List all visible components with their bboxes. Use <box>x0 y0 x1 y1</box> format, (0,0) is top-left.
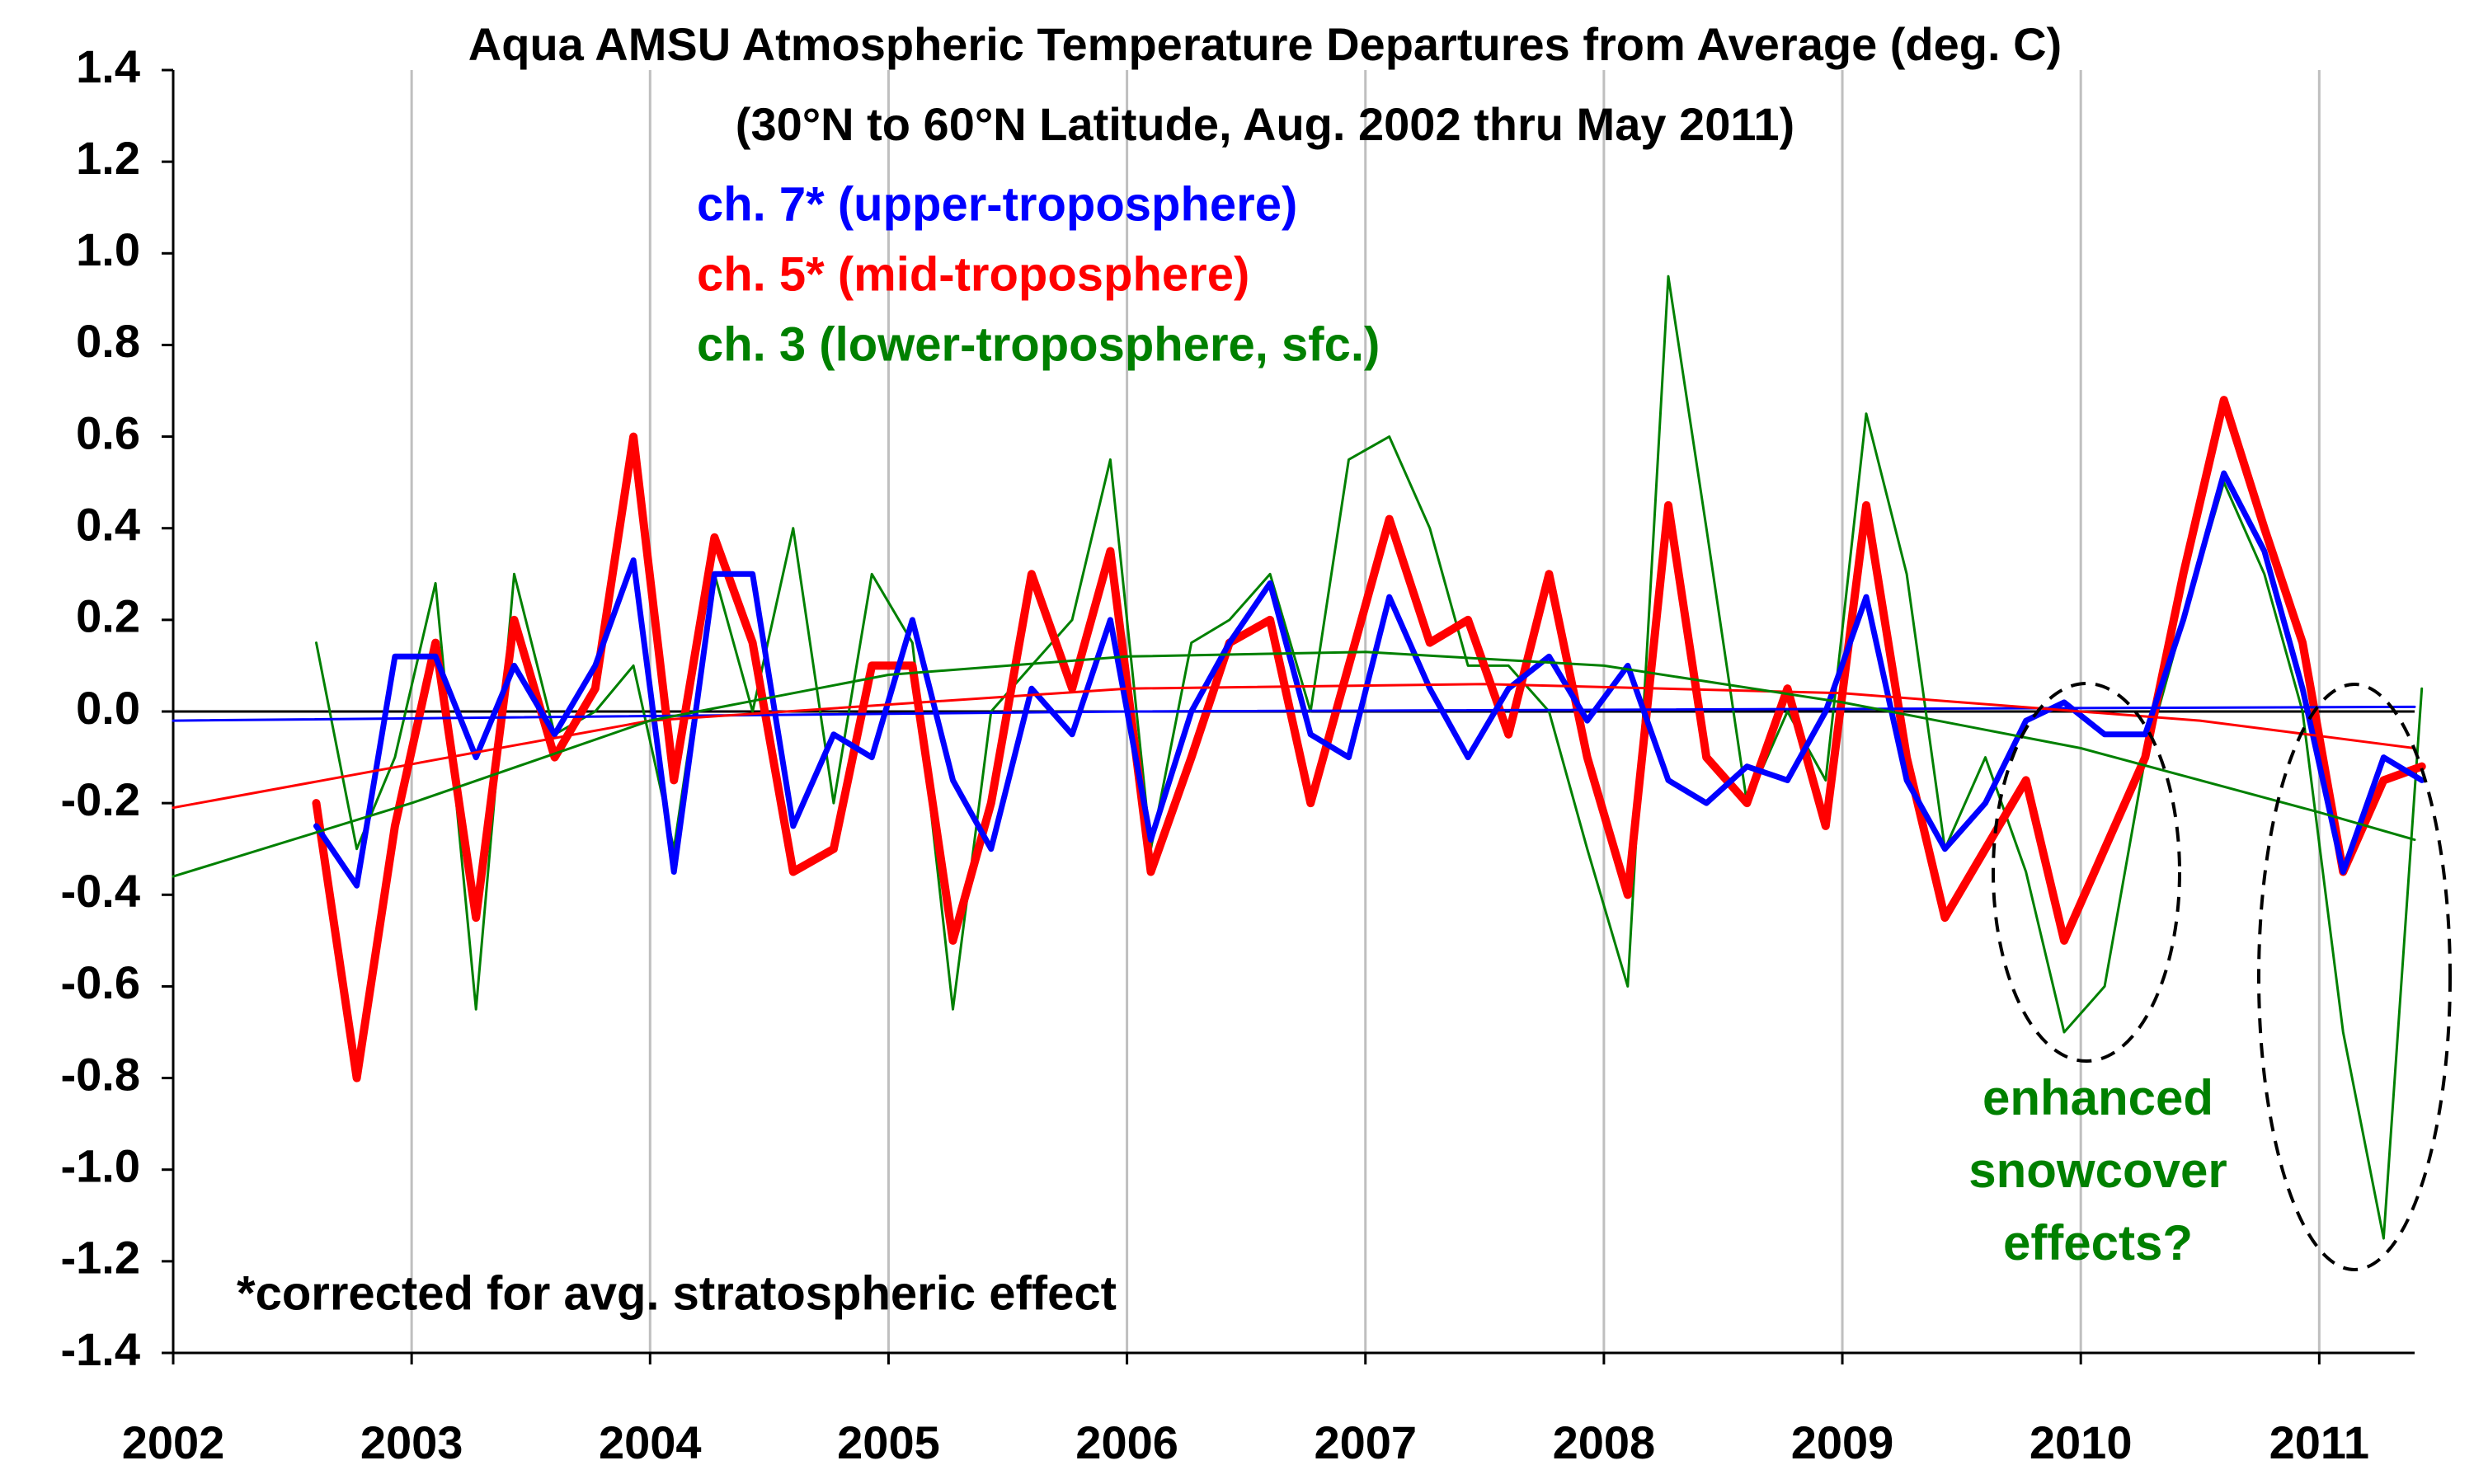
y-tick-label: 1.2 <box>76 132 140 184</box>
annotation: *corrected for avg. stratospheric effect <box>237 1266 1117 1320</box>
x-tick-label: 2008 <box>1553 1416 1656 1468</box>
legend-entry: ch. 5* (mid-troposphere) <box>697 247 1249 301</box>
x-tick-label: 2003 <box>360 1416 463 1468</box>
y-tick-label: -0.2 <box>61 773 141 825</box>
plot-area <box>162 68 2426 1364</box>
y-tick-label: -0.8 <box>61 1048 141 1100</box>
x-tick-label: 2007 <box>1314 1416 1417 1468</box>
y-tick-label: 0.6 <box>76 406 140 458</box>
chart-title: Aqua AMSU Atmospheric Temperature Depart… <box>468 18 2062 70</box>
y-tick-label: 0.2 <box>76 590 140 642</box>
legend-entry: ch. 7* (upper-troposphere) <box>697 177 1297 231</box>
legend-entry: ch. 3 (lower-troposphere, sfc.) <box>697 317 1380 371</box>
y-tick-label: -0.4 <box>61 865 141 917</box>
chart-subtitle: (30°N to 60°N Latitude, Aug. 2002 thru M… <box>736 98 1794 150</box>
x-tick-label: 2005 <box>837 1416 940 1468</box>
x-tick-label: 2009 <box>1791 1416 1894 1468</box>
x-tick-label: 2011 <box>2269 1416 2370 1468</box>
y-tick-label: 1.4 <box>76 40 140 92</box>
y-tick-label: 1.0 <box>76 223 140 275</box>
trend-line <box>172 705 2416 722</box>
trend-line <box>172 650 2416 878</box>
callout-text: effects? <box>2003 1215 2193 1270</box>
x-tick-label: 2002 <box>122 1416 225 1468</box>
y-tick-label: 0.0 <box>76 682 140 734</box>
y-tick-label: -1.2 <box>61 1232 141 1284</box>
y-tick-label: -1.4 <box>61 1323 141 1375</box>
highlight-ellipse <box>2257 683 2452 1271</box>
series-line <box>312 396 2426 1082</box>
y-tick-label: 0.4 <box>76 499 140 551</box>
y-tick-label: 0.8 <box>76 315 140 367</box>
highlight-ellipse <box>1992 682 2181 1063</box>
callout-text: snowcover <box>1968 1143 2227 1198</box>
x-tick-label: 2004 <box>599 1416 702 1468</box>
y-tick-label: -1.0 <box>61 1140 141 1192</box>
x-tick-label: 2010 <box>2030 1416 2133 1468</box>
callout-text: enhanced <box>1982 1070 2213 1125</box>
x-tick-label: 2006 <box>1075 1416 1178 1468</box>
y-tick-label: -0.6 <box>61 956 141 1008</box>
